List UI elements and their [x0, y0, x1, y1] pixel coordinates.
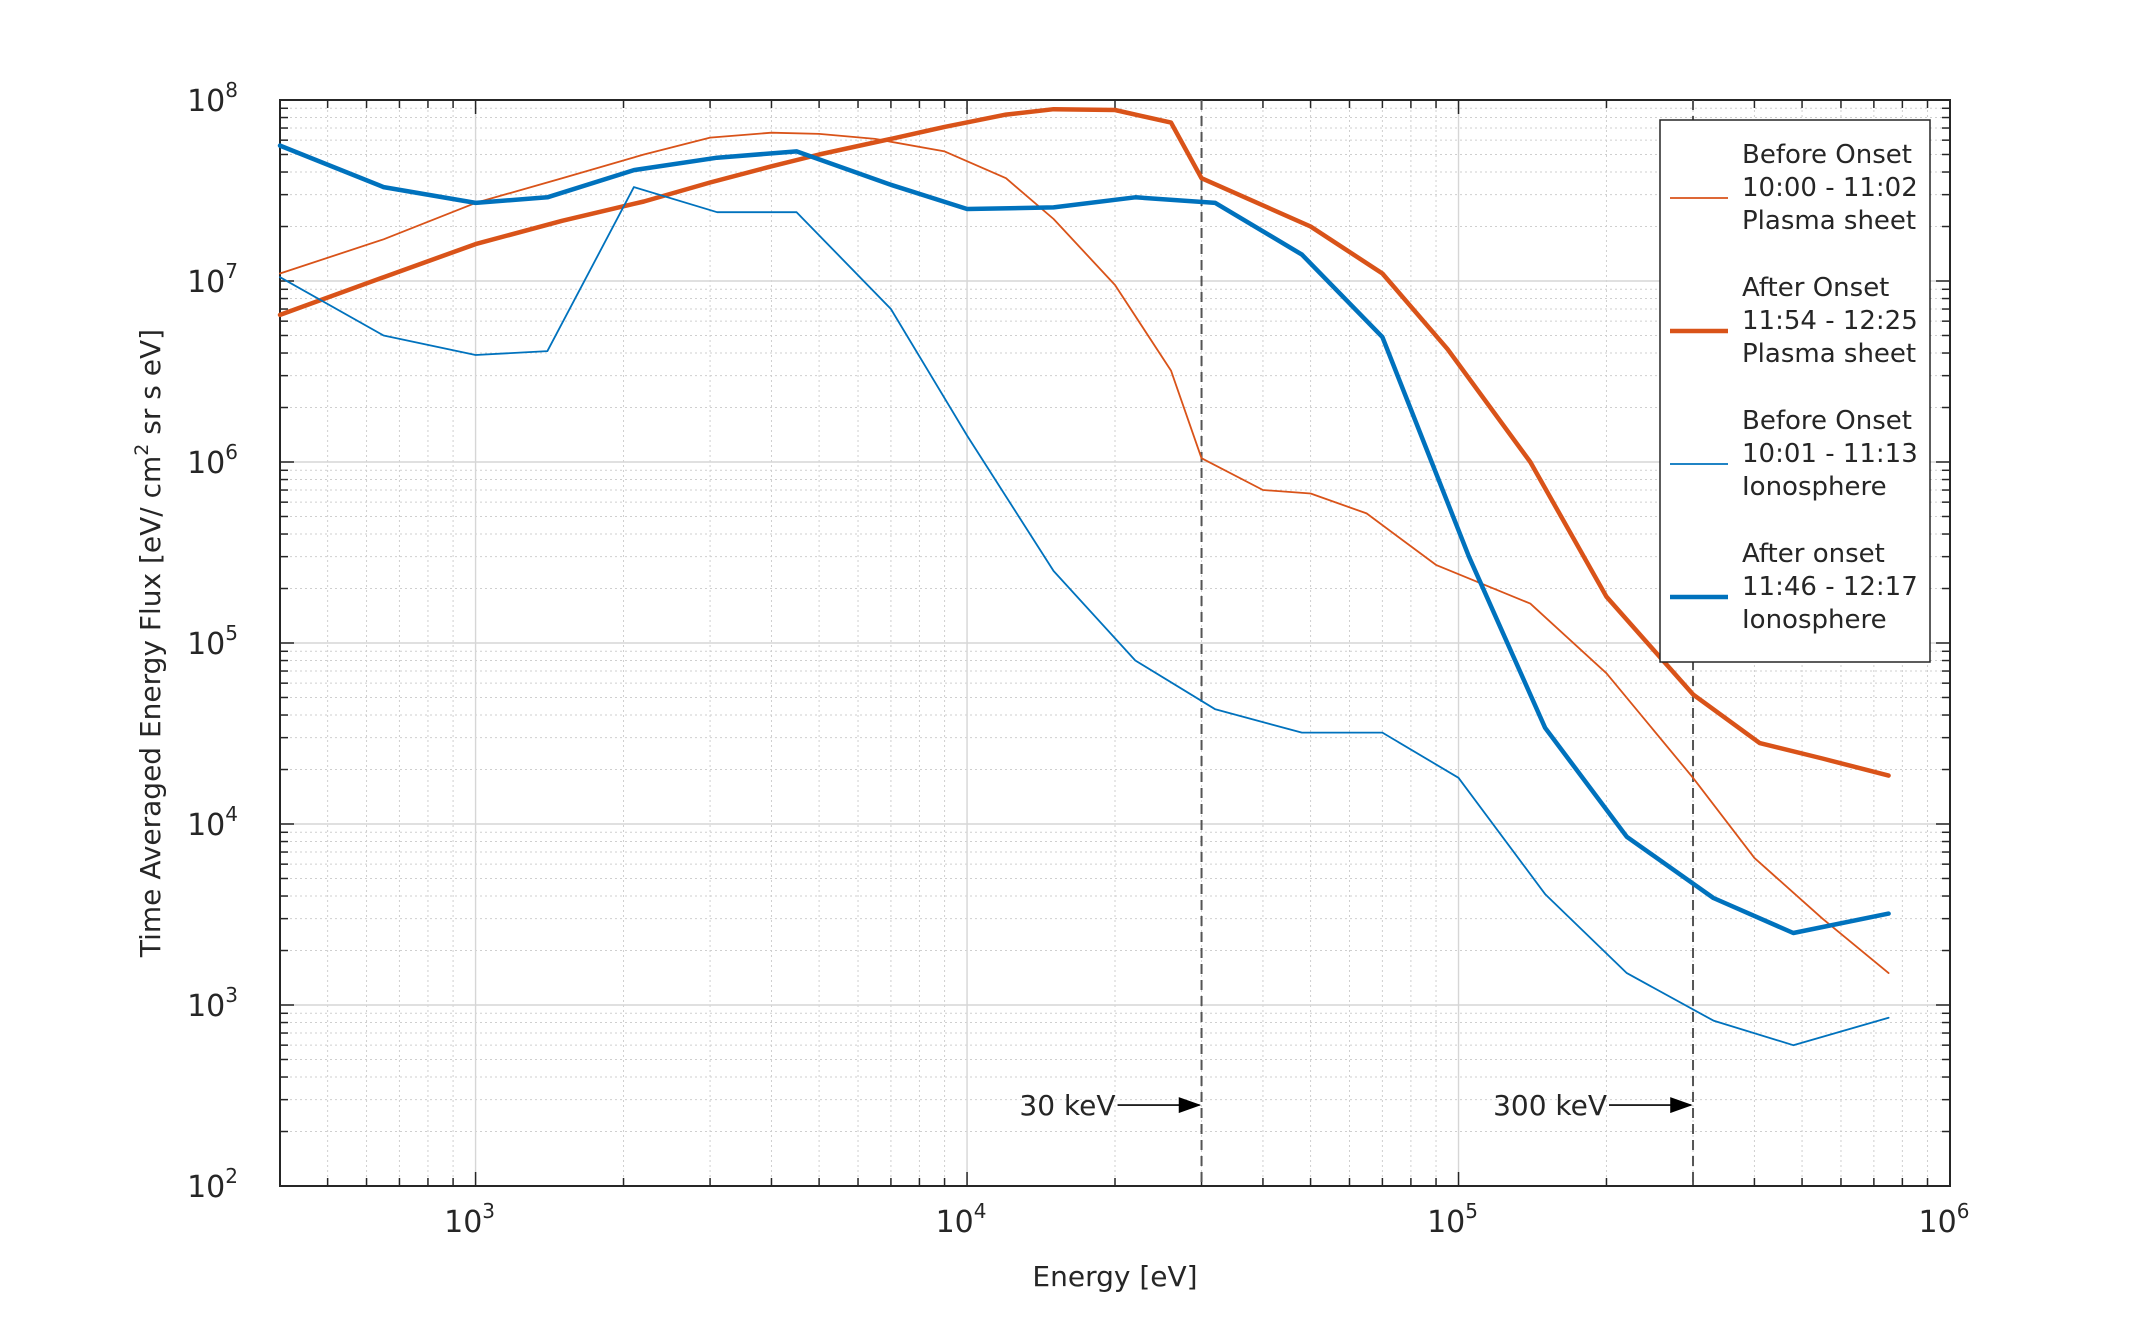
legend-label: Plasma sheet: [1742, 206, 1916, 236]
y-tick-label: 104: [187, 802, 238, 843]
legend-label: Before Onset: [1742, 406, 1912, 436]
y-tick-label: 107: [187, 259, 238, 300]
annotation-label: 30 keV: [1019, 1089, 1115, 1122]
series-line: [277, 143, 1891, 936]
series-line: [279, 131, 1890, 974]
x-tick-label: 104: [936, 1199, 987, 1240]
series-line: [277, 106, 1891, 778]
y-tick-label: 105: [187, 621, 238, 662]
legend-box: [1659, 119, 1931, 663]
legend-label: Plasma sheet: [1742, 339, 1916, 369]
axis-ticks: [279, 99, 1951, 1187]
tick-labels: 103 104 105 106 102 103 104 105 106 107 108: [187, 78, 1969, 1240]
series-line: [279, 186, 1890, 1047]
y-tick-label: 102: [187, 1164, 238, 1205]
legend-label: Ionosphere: [1742, 472, 1887, 502]
legend-label: Before Onset: [1742, 140, 1912, 170]
legend-label: 11:54 - 12:25: [1742, 306, 1918, 336]
y-tick-label: 106: [187, 440, 238, 481]
legend-label: 10:00 - 11:02: [1742, 173, 1918, 203]
y-tick-label: 103: [187, 983, 238, 1024]
legend-label: 11:46 - 12:17: [1742, 572, 1918, 602]
legend-label: After onset: [1742, 539, 1885, 569]
annotation-label: 300 keV: [1493, 1089, 1607, 1122]
x-tick-label: 103: [444, 1199, 495, 1240]
legend-label: Ionosphere: [1742, 605, 1887, 635]
legend-label: After Onset: [1742, 273, 1889, 303]
y-axis-label: Time Averaged Energy Flux [eV/ cm2 sr s …: [131, 329, 167, 958]
y-tick-label: 108: [187, 78, 238, 119]
x-axis-label: Energy [eV]: [1032, 1260, 1197, 1293]
x-tick-label: 105: [1427, 1199, 1478, 1240]
legend-label: 10:01 - 11:13: [1742, 439, 1918, 469]
x-tick-label: 106: [1919, 1199, 1970, 1240]
series-lines: [277, 106, 1891, 1047]
